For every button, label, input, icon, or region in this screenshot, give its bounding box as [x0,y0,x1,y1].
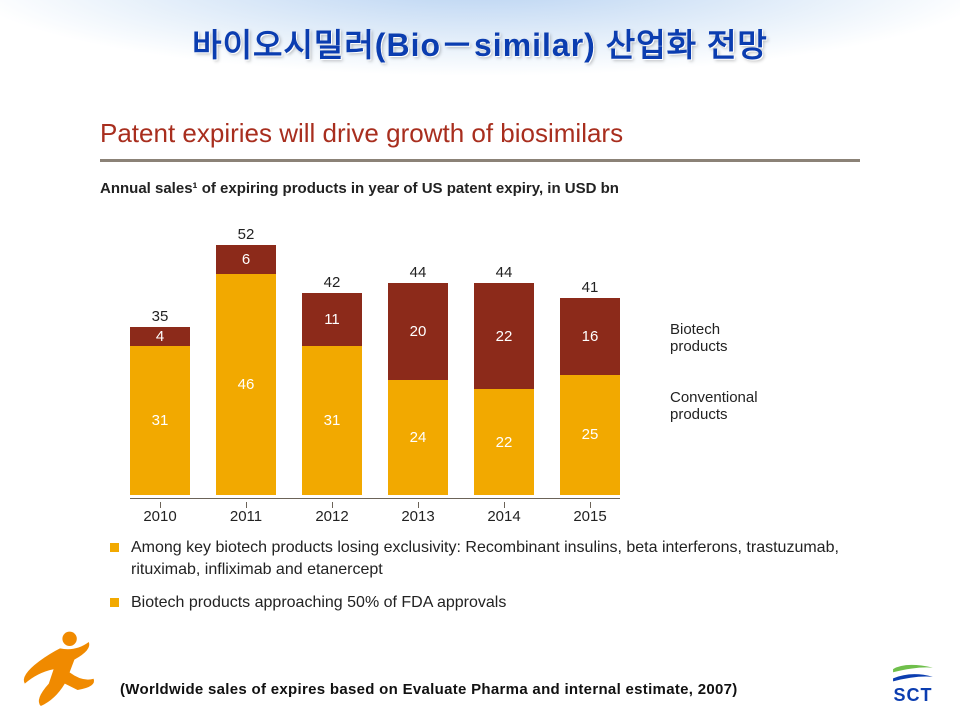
bar-segment: 22 [474,283,534,389]
chart-title-rule [100,159,860,162]
bar-segment: 24 [388,380,448,495]
bar-segment: 6 [216,245,276,274]
bullet-text: Among key biotech products losing exclus… [131,537,860,580]
bar-total-label: 52 [238,226,255,243]
bar-column: 44 2420 [388,264,448,495]
bullet-list: Among key biotech products losing exclus… [100,537,860,614]
x-tick-label: 2014 [474,508,534,525]
bar-column: 41 2516 [560,279,620,495]
bar-segment: 25 [560,375,620,495]
bullet-marker-icon [110,598,119,607]
bar-column: 42 3111 [302,274,362,495]
bar-stack: 314 [130,327,190,495]
chart-title: Patent expiries will drive growth of bio… [100,118,860,155]
bar-segment: 11 [302,293,362,346]
bars-container: 3531452466423111442420442222412516 [130,225,620,495]
bar-total-label: 41 [582,279,599,296]
x-tick-label: 2012 [302,508,362,525]
logo-left-icon [20,626,100,706]
bar-total-label: 35 [152,308,169,325]
source-note: (Worldwide sales of expires based on Eva… [120,681,738,698]
bar-segment: 31 [302,346,362,495]
bullet-marker-icon [110,543,119,552]
bar-total-label: 42 [324,274,341,291]
bar-total-label: 44 [496,264,513,281]
bar-segment: 20 [388,283,448,379]
legend-biotech: Biotech products [670,321,728,355]
bar-segment: 46 [216,274,276,495]
x-tick-label: 2010 [130,508,190,525]
bullet-item: Among key biotech products losing exclus… [110,537,860,580]
bar-segment: 16 [560,298,620,375]
bar-stack: 2420 [388,283,448,495]
slide-title: 바이오시밀러(Bio－similar) 산업화 전망 [0,20,960,66]
bar-column: 44 2222 [474,264,534,495]
bar-stack: 3111 [302,293,362,495]
bar-segment: 4 [130,327,190,346]
x-tick-label: 2013 [388,508,448,525]
bar-total-label: 44 [410,264,427,281]
bar-stack: 466 [216,245,276,495]
x-tick-label: 2011 [216,508,276,525]
legend-conventional: Conventional products [670,389,758,423]
bar-column: 52 466 [216,226,276,495]
chart-card: Patent expiries will drive growth of bio… [100,118,860,626]
x-tick-label: 2015 [560,508,620,525]
chart-subtitle: Annual sales¹ of expiring products in ye… [100,180,860,197]
sct-label: SCT [890,685,936,706]
x-axis-line [130,498,620,499]
bullet-text: Biotech products approaching 50% of FDA … [131,592,506,614]
bar-segment: 22 [474,389,534,495]
x-tick-row: 2010 2011 2012 2013 2014 2015 [130,508,620,525]
chart-plot: 3531452466423111442420442222412516 20102… [130,205,810,525]
bullet-item: Biotech products approaching 50% of FDA … [110,592,860,614]
bar-column: 35 314 [130,308,190,495]
bar-segment: 31 [130,346,190,495]
bar-stack: 2516 [560,298,620,495]
bar-stack: 2222 [474,283,534,495]
logo-right: SCT [890,661,936,706]
sct-mark-icon [890,661,936,685]
